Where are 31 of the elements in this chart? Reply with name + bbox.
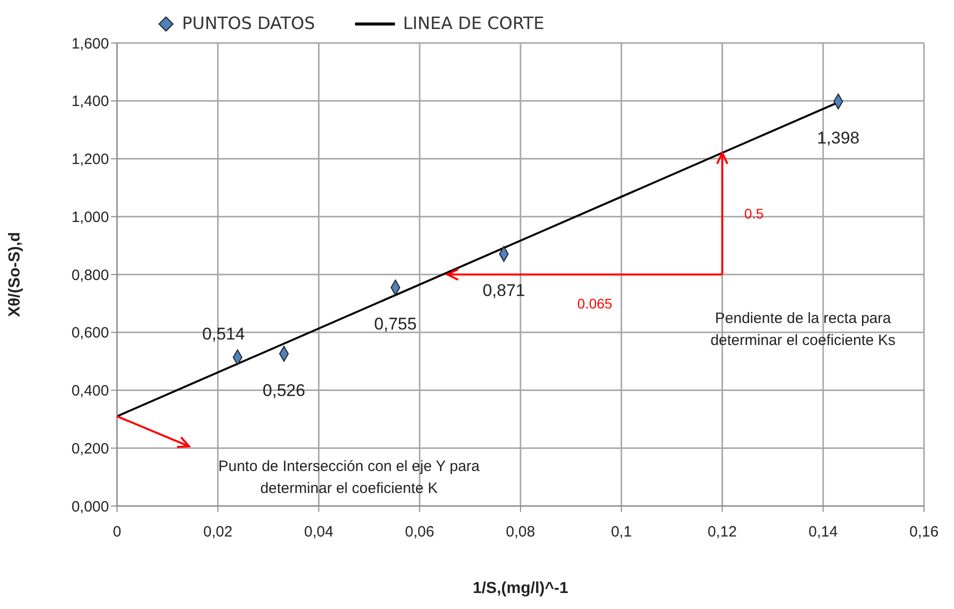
data-label: 0,526 (262, 380, 306, 400)
x-tick-label: 0,12 (708, 524, 737, 541)
legend-label: PUNTOS DATOS (182, 14, 316, 34)
annotation: Punto de Intersección con el eje Y para determinar el coeficiente K (217, 457, 481, 500)
y-tick-label: 0,800 (71, 266, 109, 284)
y-tick-label: 0,400 (71, 382, 109, 400)
x-tick-label: 0,14 (808, 524, 838, 541)
x-tick-label: 0,02 (203, 524, 232, 541)
y-tick-label: 1,200 (71, 151, 109, 168)
y-axis-title: Xθ/(So-S),d (6, 232, 24, 318)
y-tick-label: 1,600 (71, 35, 109, 52)
x-axis-title: 1/S,(mg/l)^-1 (472, 580, 568, 597)
x-tick-label: 0 (112, 524, 122, 541)
y-tick-label: 1,400 (71, 93, 109, 110)
annotation: 0.5 (744, 206, 764, 222)
data-label: 1,398 (816, 128, 860, 148)
x-tick-label: 0,1 (610, 524, 632, 541)
legend-label: LINEA DE CORTE (403, 14, 544, 34)
y-tick-label: 0,200 (71, 440, 109, 458)
y-tick-label: 1,000 (71, 208, 109, 226)
annotation: Pendiente de la recta para determinar el coeficiente Ks (709, 309, 897, 351)
data-label: 0,755 (374, 314, 417, 334)
data-label: 0,514 (202, 324, 245, 344)
x-tick-label: 0,06 (405, 524, 434, 541)
y-tick-label: 0,000 (71, 498, 109, 516)
data-label: 0,871 (482, 280, 526, 300)
annotation: 0.065 (577, 296, 613, 312)
y-tick-label: 0,600 (71, 324, 109, 342)
x-tick-label: 0,04 (304, 524, 334, 541)
x-tick-label: 0,16 (909, 524, 939, 541)
x-tick-label: 0,08 (506, 524, 536, 541)
